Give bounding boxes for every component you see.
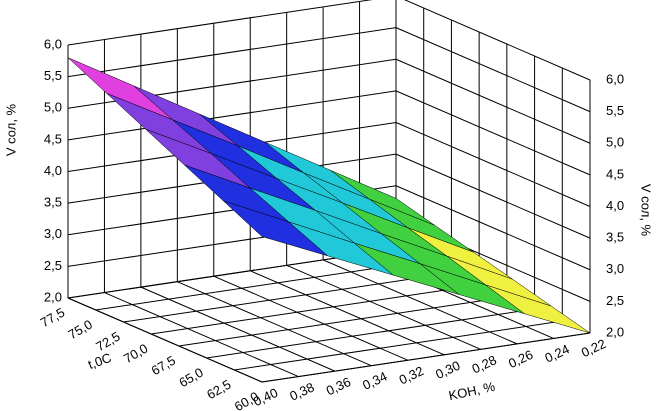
z-axis-label-right: V сол, % [639,184,654,237]
z-tick-label: 5,0 [606,135,624,150]
grid-line [395,58,591,144]
z-tick-label: 5,0 [44,100,62,115]
z-tick-label: 3,0 [606,261,624,276]
grid-line [395,27,591,113]
grid-line [250,270,445,356]
grid-line [140,286,336,372]
z-tick-label: 4,5 [44,131,62,146]
x-tick-label: 70,0 [121,341,150,367]
z-tick-label: 3,5 [606,230,624,245]
grid-line [67,27,397,78]
grid-line [403,0,591,81]
grid-line [67,90,397,141]
y-tick-label: 0,30 [433,358,462,382]
z-axis-label: V сол, % [3,103,18,156]
surface-patch [485,284,591,334]
y-tick-label: 0,28 [470,352,499,376]
grid-line [322,259,518,345]
axis-line [67,297,263,383]
z-tick-label: 6,0 [606,71,624,86]
y-tick-label: 0,26 [506,347,535,371]
grid-line [151,284,480,335]
surface-patch [223,200,328,257]
y-tick-label: 0,40 [251,385,280,409]
y-tick-label: 0,34 [360,369,389,393]
z-tick-label: 2,0 [606,324,624,339]
x-tick-label: 65,0 [176,365,205,391]
grid-line [177,281,372,367]
y-axis-label: KOH, % [447,379,496,404]
grid-line [286,264,481,350]
x-tick-label: 67,5 [149,353,178,379]
y-tick-label: 0,38 [287,379,316,403]
x-tick-label: 77,5 [38,305,67,331]
z-tick-label: 2,0 [44,289,62,304]
grid-line [395,153,591,239]
axis-line [261,332,591,383]
y-tick-label: 0,24 [542,341,571,365]
grid-line [206,308,535,359]
z-tick-label: 4,0 [44,163,62,178]
grid-line [213,275,408,361]
y-tick-label: 0,32 [397,363,426,387]
z-tick-label: 5,5 [606,103,624,118]
grid-line [395,185,591,271]
z-tick-label: 5,5 [44,68,62,83]
z-tick-label: 4,5 [606,166,624,181]
z-tick-label: 4,0 [606,198,624,213]
surface-patch [67,57,173,120]
y-tick-label: 0,22 [579,336,608,360]
x-tick-label: 75,0 [66,317,95,343]
z-tick-label: 2,5 [44,258,62,273]
z-tick-label: 3,0 [44,226,62,241]
grid-line [67,0,373,46]
grid-line [234,320,563,371]
grid-line [104,292,299,378]
grid-line [123,272,452,323]
grid-line [395,90,591,176]
y-tick-label: 0,36 [324,374,353,398]
grid-line [95,260,424,311]
z-tick-label: 6,0 [44,36,62,51]
z-tick-label: 2,5 [606,293,624,308]
x-tick-label: 62,5 [204,377,233,403]
z-tick-label: 3,5 [44,195,62,210]
grid-line [395,122,591,207]
grid-line [178,296,507,347]
